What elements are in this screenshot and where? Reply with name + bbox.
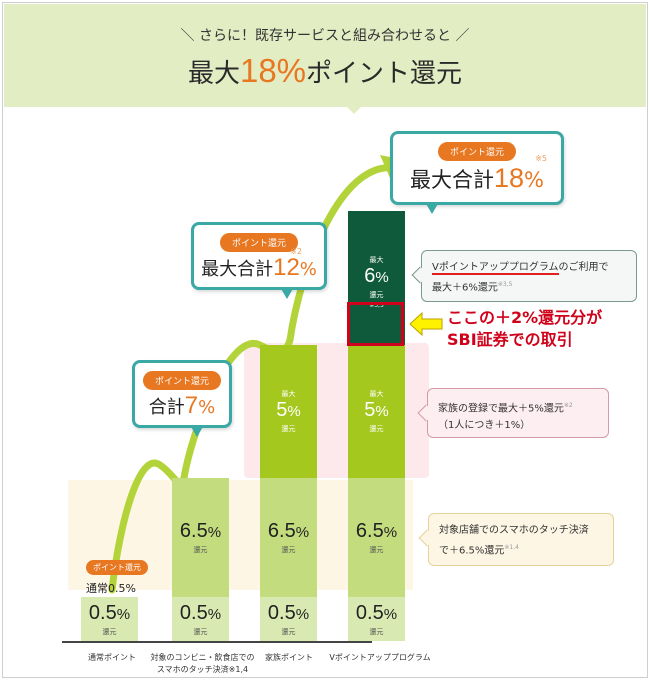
header-banner bbox=[4, 4, 646, 107]
callout-family: 家族の登録で最大＋5%還元※2 （1人につき＋1%） bbox=[417, 388, 609, 438]
title-value: 18% bbox=[239, 52, 307, 89]
normal-rate-label: 通常0.5% bbox=[86, 582, 136, 595]
bubble-max-12: ポイント還元 ※2 最大合計12% bbox=[191, 222, 327, 299]
sbi-annotation: ここの＋2%還元分が SBI証券での取引 bbox=[447, 308, 603, 349]
bar-touch-base: 0.5% 還元 bbox=[172, 597, 229, 641]
x-axis bbox=[62, 641, 372, 643]
callout-touch-payment: 対象店舗でのスマホのタッチ決済 で＋6.5%還元※1,4 bbox=[418, 513, 614, 566]
bubble-total-7: ポイント還元 合計7% bbox=[132, 360, 232, 437]
title-prefix: 最大 bbox=[187, 59, 240, 89]
bubble-max-18: ポイント還元 ※5 最大合計18% bbox=[390, 131, 564, 214]
title-suffix: ポイント還元 bbox=[306, 59, 463, 89]
highlight-box-sbi bbox=[347, 302, 404, 346]
bar-touch-payment: 6.5% 還元 bbox=[172, 478, 229, 597]
xlabel-normal: 通常ポイント bbox=[88, 653, 136, 662]
bar-vpoint-program: 最大 6% 還元 ※3,5 bbox=[348, 211, 405, 345]
page-title: 最大18%ポイント還元 bbox=[0, 52, 650, 90]
bar-family-points: 最大 5% 還元 bbox=[260, 345, 317, 478]
bar-vpoint-touch: 6.5% 還元 bbox=[348, 478, 405, 597]
callout-vpoint-program: Vポイントアッププログラムのご利用で 最大＋6%還元※3,5 bbox=[411, 250, 637, 302]
xlabel-vpoint: Vポイントアッププログラム bbox=[329, 653, 431, 662]
bar-vpoint-family: 最大 5% 還元 bbox=[348, 345, 405, 478]
xlabel-family: 家族ポイント bbox=[265, 653, 313, 662]
header-notch bbox=[345, 105, 363, 114]
header-subtitle: ＼ さらに！既存サービスと組み合わせると ／ bbox=[180, 28, 470, 44]
normal-point-pill: ポイント還元 bbox=[86, 560, 148, 575]
bar-normal-base: 0.5% 還元 bbox=[81, 597, 138, 641]
xlabel-touch: 対象のコンビニ・飲食店での スマホのタッチ決済※1,4 bbox=[150, 653, 255, 674]
arrow-left-icon bbox=[409, 311, 443, 337]
bar-family-base: 0.5% 還元 bbox=[260, 597, 317, 641]
bar-vpoint-base: 0.5% 還元 bbox=[348, 597, 405, 641]
bar-family-touch: 6.5% 還元 bbox=[260, 478, 317, 597]
